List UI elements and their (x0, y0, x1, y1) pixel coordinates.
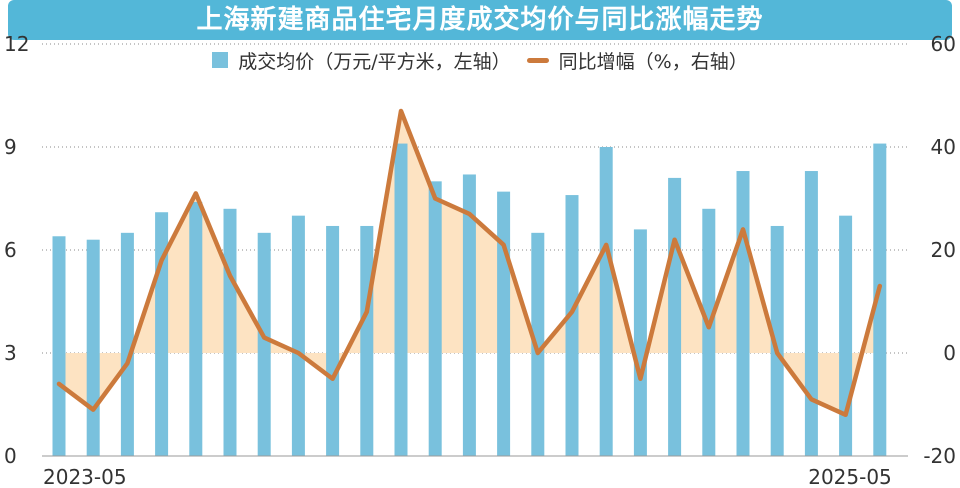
price-bar (565, 195, 579, 457)
legend-label-yoy: 同比增幅（%，右轴） (558, 50, 748, 73)
left-tick-label: 12 (4, 32, 29, 56)
price-bar (839, 215, 853, 456)
left-tick-label: 9 (4, 135, 17, 159)
legend: 成交均价（万元/平方米，左轴） 同比增幅（%，右轴） (0, 46, 960, 74)
price-bar (531, 232, 545, 456)
title-banner (8, 0, 952, 40)
legend-line-swatch (526, 57, 549, 63)
right-tick-label: 40 (931, 135, 956, 159)
chart-title: 上海新建商品住宅月度成交均价与同比涨幅走势 (196, 5, 764, 35)
price-bar (291, 215, 305, 456)
price-bar (873, 143, 887, 457)
right-tick-label: -20 (923, 444, 956, 468)
right-tick-label: 60 (931, 32, 956, 56)
legend-item-price: 成交均价（万元/平方米，左轴） (212, 47, 511, 74)
legend-item-yoy: 同比增幅（%，右轴） (526, 47, 748, 74)
price-bar (633, 229, 647, 456)
price-bar (497, 191, 511, 456)
price-bar (428, 181, 442, 457)
price-bar (668, 177, 682, 456)
price-bar (736, 171, 750, 457)
price-bar (804, 171, 818, 457)
left-tick-label: 0 (4, 444, 17, 468)
x-tick-label: 2025-05 (808, 465, 892, 488)
price-bar (223, 208, 237, 456)
yoy-line (56, 108, 883, 418)
price-bar (599, 147, 613, 456)
price-bar (120, 232, 134, 456)
right-tick-label: 20 (931, 238, 956, 262)
left-tick-label: 6 (4, 238, 17, 262)
left-tick-label: 3 (4, 341, 17, 365)
price-bar (462, 174, 476, 456)
price-bar (702, 208, 716, 456)
price-bar (52, 236, 66, 456)
price-bar (257, 232, 271, 456)
right-tick-label: 0 (943, 341, 956, 365)
x-tick-label: 2023-05 (43, 465, 127, 488)
price-bar (326, 225, 340, 456)
price-bar (394, 143, 408, 457)
legend-label-price: 成交均价（万元/平方米，左轴） (238, 50, 511, 73)
price-bar (360, 225, 374, 456)
legend-bar-swatch (212, 52, 229, 68)
price-bar (189, 201, 203, 456)
price-bar (86, 239, 100, 456)
price-bar (770, 225, 784, 456)
